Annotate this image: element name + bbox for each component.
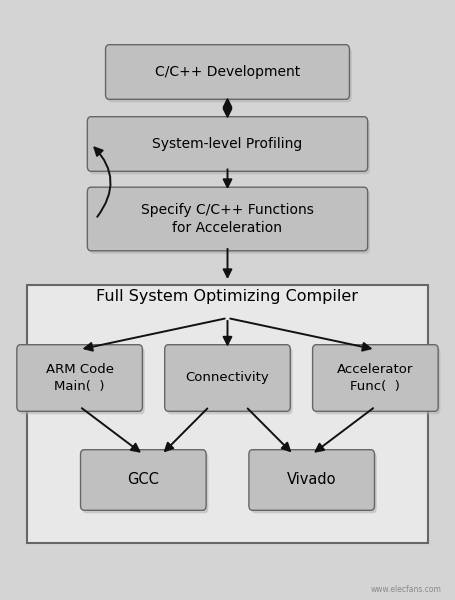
FancyBboxPatch shape: [17, 344, 142, 412]
Text: System-level Profiling: System-level Profiling: [152, 137, 303, 151]
FancyBboxPatch shape: [87, 116, 368, 172]
Text: Vivado: Vivado: [287, 473, 336, 487]
FancyBboxPatch shape: [313, 344, 438, 412]
FancyBboxPatch shape: [90, 119, 370, 174]
Text: www.elecfans.com: www.elecfans.com: [370, 585, 441, 594]
FancyBboxPatch shape: [167, 348, 293, 414]
FancyBboxPatch shape: [251, 452, 377, 514]
FancyBboxPatch shape: [19, 348, 145, 414]
Text: Connectivity: Connectivity: [186, 371, 269, 385]
FancyBboxPatch shape: [27, 285, 428, 543]
FancyBboxPatch shape: [249, 450, 374, 510]
FancyBboxPatch shape: [108, 48, 352, 102]
FancyBboxPatch shape: [81, 450, 206, 510]
FancyBboxPatch shape: [165, 344, 290, 412]
FancyBboxPatch shape: [87, 187, 368, 251]
FancyBboxPatch shape: [315, 348, 440, 414]
Text: GCC: GCC: [127, 473, 159, 487]
FancyBboxPatch shape: [106, 45, 349, 99]
Text: Full System Optimizing Compiler: Full System Optimizing Compiler: [96, 289, 359, 304]
FancyBboxPatch shape: [83, 452, 208, 514]
Text: Accelerator
Func(  ): Accelerator Func( ): [337, 363, 414, 393]
Text: Specify C/C++ Functions
for Acceleration: Specify C/C++ Functions for Acceleration: [141, 203, 314, 235]
Text: ARM Code
Main(  ): ARM Code Main( ): [46, 363, 114, 393]
Text: C/C++ Development: C/C++ Development: [155, 65, 300, 79]
FancyBboxPatch shape: [90, 190, 370, 254]
